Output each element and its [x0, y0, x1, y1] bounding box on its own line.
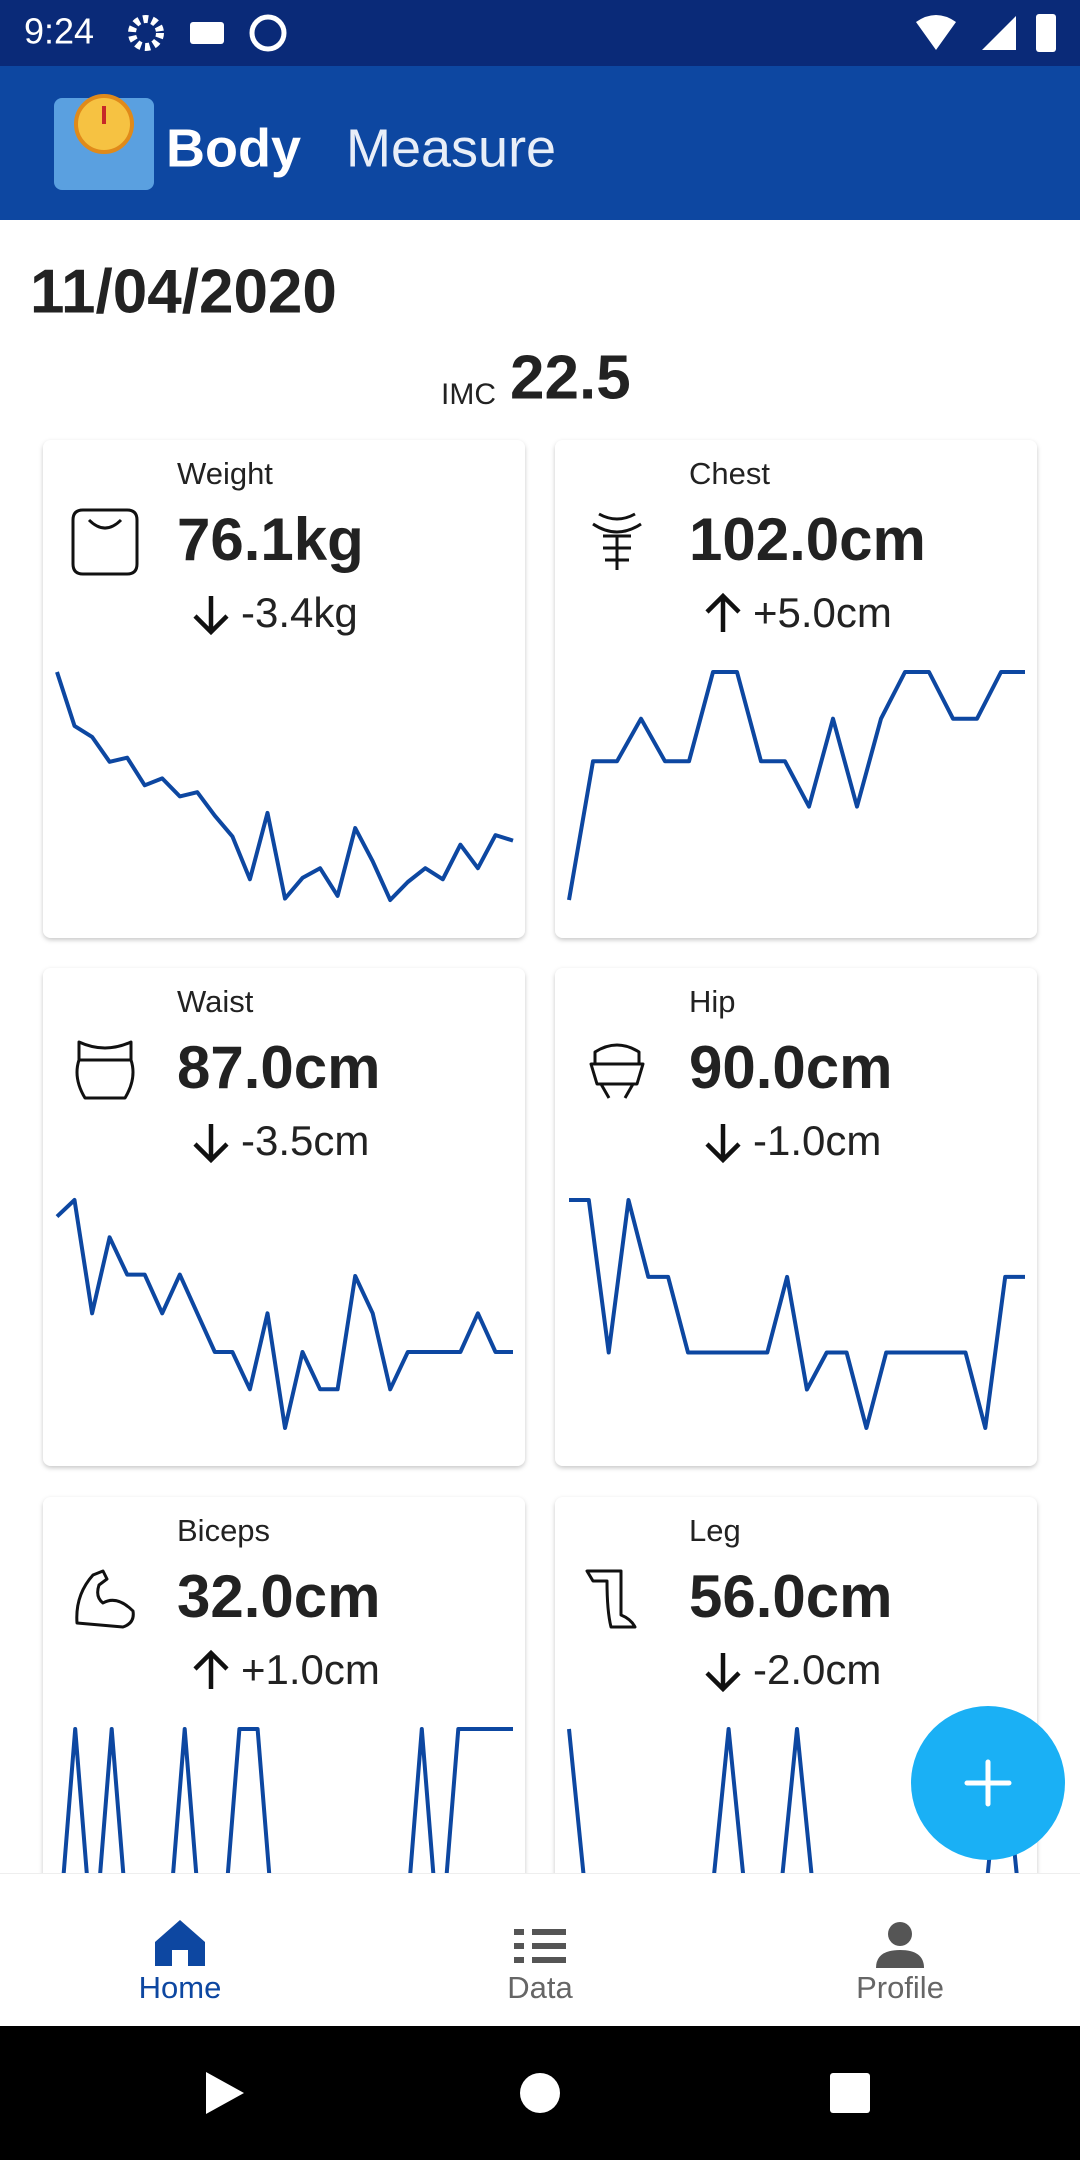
keyboard-icon — [190, 22, 224, 44]
profile-icon-body[interactable] — [876, 1950, 924, 1968]
app-title-bold: Body — [166, 118, 301, 178]
card-bg — [43, 968, 525, 1466]
card-icon — [75, 1040, 135, 1100]
card-change: -3.4kg — [241, 589, 358, 636]
settings-icon — [128, 15, 164, 51]
measure-card[interactable]: Hip 90.0cm -1.0cm — [555, 968, 1037, 1466]
status-icons: 9:24 — [24, 11, 1056, 52]
arrow-down — [193, 596, 229, 636]
card-bg — [43, 1497, 525, 1873]
measure-card[interactable]: Weight 76.1kg -3.4kg — [43, 440, 525, 938]
imc-value: 22.5 — [510, 343, 631, 412]
wifi-icon — [916, 15, 956, 50]
card-icon — [71, 508, 139, 576]
arrow-up — [193, 1649, 229, 1689]
arrow-down — [705, 1653, 741, 1693]
card-change: +1.0cm — [241, 1646, 380, 1693]
card-change: -3.5cm — [241, 1117, 369, 1164]
back-button[interactable] — [206, 2072, 244, 2114]
trend-line — [569, 1198, 1025, 1430]
app-bar: Body Measure — [0, 66, 1080, 220]
card-label: Waist — [177, 984, 254, 1019]
card-value: 87.0cm — [177, 1034, 381, 1101]
card-value: 102.0cm — [689, 506, 926, 573]
date: 11/04/2020 — [30, 257, 337, 326]
card-value: 32.0cm — [177, 1563, 381, 1630]
card-change: -2.0cm — [753, 1646, 881, 1693]
card-label: Chest — [689, 456, 770, 491]
status-bar: 9:24 — [0, 0, 1080, 66]
trend-line — [567, 670, 1025, 901]
measure-card[interactable]: Waist 87.0cm -3.5cm — [43, 968, 525, 1466]
data-icon[interactable] — [514, 1929, 566, 1963]
nav-label[interactable]: Home — [139, 1970, 222, 2005]
card-label: Biceps — [177, 1513, 270, 1548]
profile-icon-head[interactable] — [888, 1922, 912, 1946]
card-bg — [555, 440, 1037, 938]
signal-icon — [982, 16, 1016, 50]
card-bg — [555, 968, 1037, 1466]
content-canvas: 11/04/2020 IMC 22.5 Weight 76.1kg -3.4kg Ch… — [30, 257, 1037, 1873]
system-nav-icons — [206, 2072, 870, 2114]
arrow-down — [193, 1124, 229, 1164]
card-icon — [585, 1569, 637, 1629]
measure-card[interactable]: Biceps 32.0cm +1.0cm — [43, 1497, 525, 1873]
measure-card[interactable]: Chest 102.0cm +5.0cm — [555, 440, 1037, 938]
card-label: Weight — [177, 456, 273, 491]
nav-label[interactable]: Profile — [856, 1970, 944, 2005]
app-title-light: Measure — [346, 118, 556, 178]
imc-label: IMC — [441, 378, 496, 411]
recents-button[interactable] — [830, 2073, 870, 2113]
clock: 9:24 — [24, 11, 94, 52]
bottom-nav-canvas: Home Data Profile — [139, 1920, 944, 2005]
bottom-nav: Home Data Profile — [0, 1873, 1080, 2027]
card-icon — [75, 1569, 135, 1629]
arrow-up — [705, 592, 741, 632]
card-change: -1.0cm — [753, 1117, 881, 1164]
trend-line — [55, 1198, 513, 1430]
trend-line — [55, 671, 514, 902]
fab-plus — [964, 1759, 1012, 1807]
card-label: Leg — [689, 1513, 741, 1548]
card-value: 76.1kg — [177, 506, 364, 573]
arrow-down — [705, 1124, 741, 1164]
app-bar-content: Body Measure — [54, 94, 556, 190]
home-icon[interactable] — [155, 1920, 205, 1966]
card-label: Hip — [689, 984, 736, 1019]
battery-icon — [1036, 14, 1056, 52]
sync-icon — [249, 14, 287, 52]
card-value: 56.0cm — [689, 1563, 893, 1630]
card-icon — [589, 1043, 645, 1099]
card-value: 90.0cm — [689, 1034, 893, 1101]
content: 11/04/2020 IMC 22.5 Weight 76.1kg -3.4kg Ch… — [0, 220, 1080, 1873]
nav-label[interactable]: Data — [507, 1970, 573, 2005]
card-change: +5.0cm — [753, 589, 892, 636]
home-button[interactable] — [520, 2073, 560, 2113]
system-nav — [0, 2026, 1080, 2160]
card-bg — [43, 440, 525, 938]
trend-line — [567, 1727, 1019, 1873]
add-button[interactable] — [905, 1700, 1071, 1866]
card-icon — [592, 512, 642, 570]
